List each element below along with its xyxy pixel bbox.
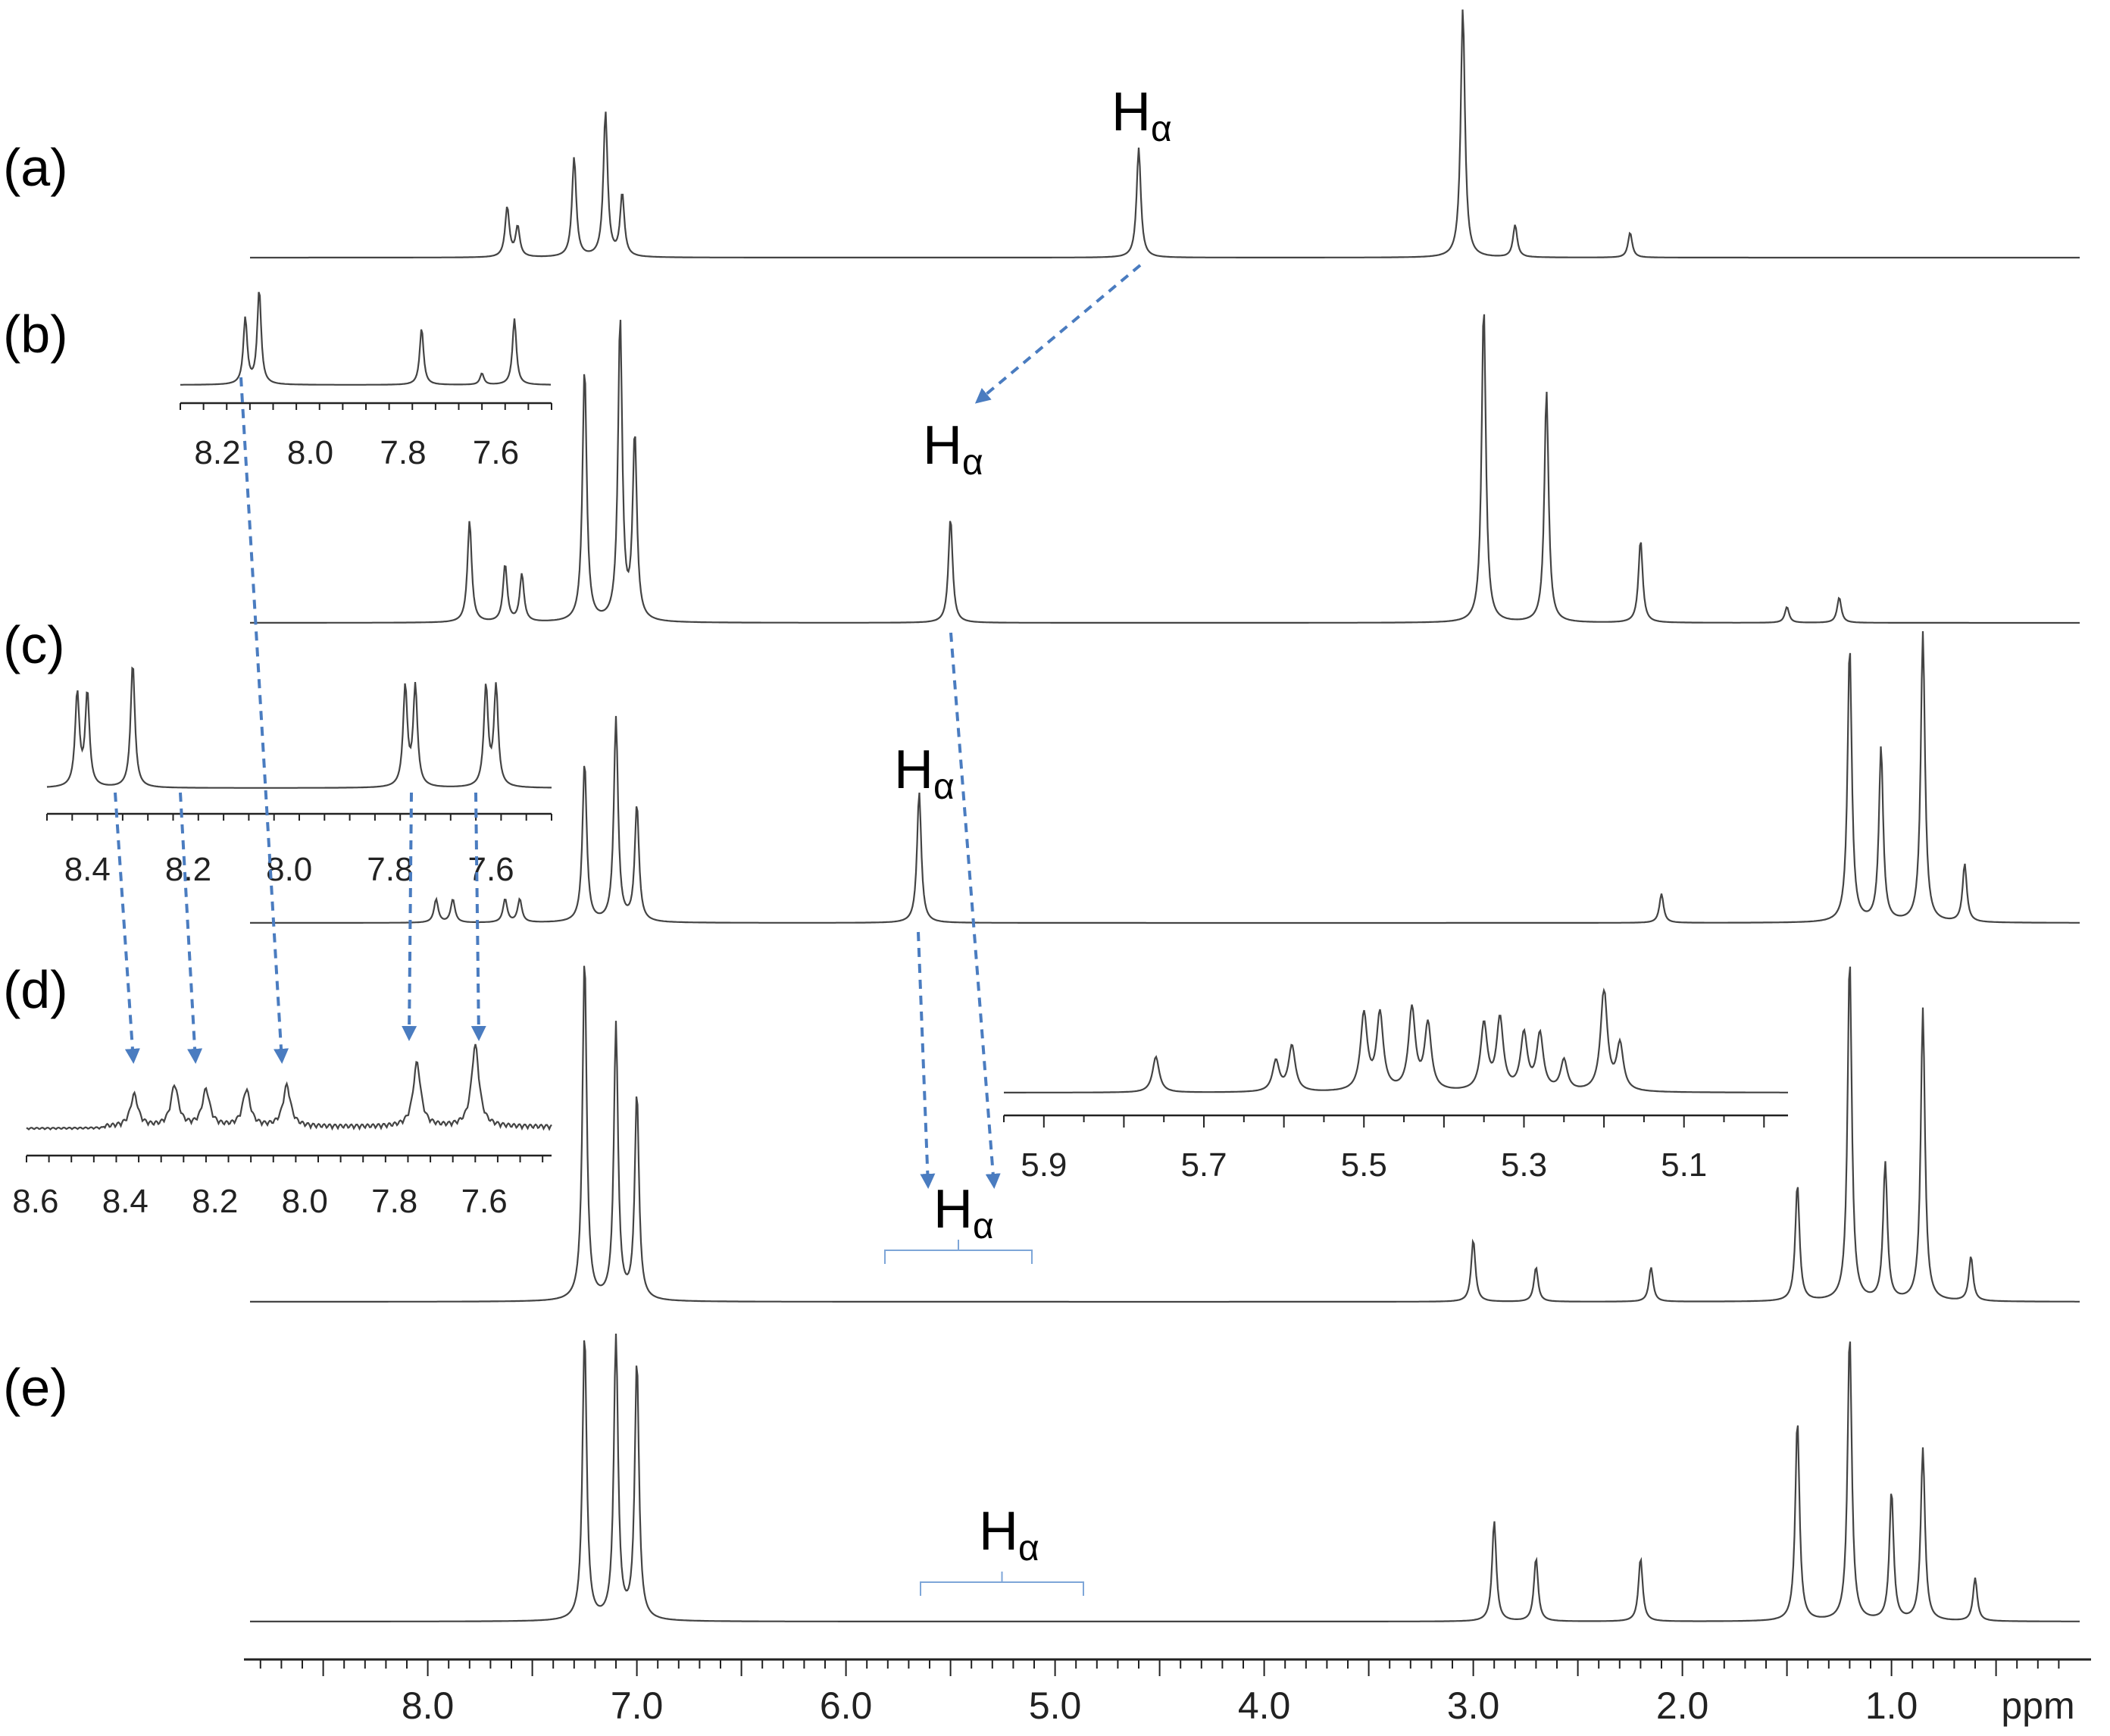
inset-d-aromatic-tick-label: 8.4	[102, 1183, 148, 1220]
x-tick-label: 7.0	[611, 1684, 664, 1727]
spectrum-trace-b	[250, 314, 2080, 624]
inset-b-tick-label: 7.8	[380, 434, 426, 471]
shift-arrow-inset-c-7.60	[470, 792, 486, 1041]
inset-b-tick-label: 8.2	[194, 434, 240, 471]
inset-b-tick-label: 7.6	[473, 434, 519, 471]
inset-d-alpha-tick-label: 5.1	[1661, 1146, 1707, 1184]
h-alpha-label-c: Hα	[894, 740, 955, 807]
x-tick-label: 5.0	[1029, 1684, 1082, 1727]
spectrum-trace-e	[250, 1333, 2080, 1622]
inset-d-aromatic-tick-label: 8.0	[282, 1183, 328, 1220]
spectrum-trace-d	[250, 965, 2080, 1303]
x-tick-label: 3.0	[1447, 1684, 1500, 1727]
h-alpha-label-e: Hα	[979, 1501, 1039, 1569]
x-tick-label: 6.0	[820, 1684, 873, 1727]
inset-c-tick-label: 7.8	[367, 851, 413, 888]
inset-d-aromatic-tick-label: 7.6	[461, 1183, 508, 1220]
shift-arrow-inset-b-8.11	[239, 377, 289, 1064]
spectrum-trace-a	[250, 9, 2080, 259]
trace-label-c: (c)	[3, 615, 65, 674]
inset-d-alpha-trace	[1004, 987, 1788, 1093]
shift-arrow-inset-c-8.41	[114, 792, 140, 1064]
x-tick-label: 8.0	[402, 1684, 455, 1727]
x-tick-label: 2.0	[1656, 1684, 1709, 1727]
inset-d-aromatic-tick-label: 8.6	[12, 1183, 58, 1220]
inset-d-alpha-tick-label: 5.9	[1021, 1146, 1067, 1184]
inset-d-aromatic-tick-label: 7.8	[371, 1183, 417, 1220]
inset-b-trace	[180, 292, 551, 386]
inset-d-aromatic-trace	[26, 1043, 552, 1131]
trace-label-e: (e)	[3, 1358, 68, 1417]
inset-b-tick-label: 8.0	[287, 434, 333, 471]
h-alpha-label-a: Hα	[1111, 82, 1172, 149]
inset-c-tick-label: 8.2	[165, 851, 211, 888]
h-alpha-bracket-d	[884, 1240, 1033, 1264]
inset-c-tick-label: 8.4	[64, 851, 111, 888]
trace-label-b: (b)	[3, 305, 68, 364]
trace-label-d: (d)	[3, 960, 68, 1019]
inset-c-tick-label: 7.6	[467, 851, 514, 888]
inset-d-alpha-tick-label: 5.5	[1341, 1146, 1387, 1184]
h-alpha-label-d: Hα	[933, 1179, 994, 1246]
shift-arrow-inset-c-7.76	[402, 792, 417, 1041]
trace-label-a: (a)	[3, 138, 68, 197]
h-alpha-label-b: Hα	[923, 415, 983, 483]
shift-arrow-b-to-d	[949, 632, 1001, 1189]
shift-arrow-a-to-b	[974, 264, 1142, 404]
inset-d-aromatic-tick-label: 8.2	[192, 1183, 238, 1220]
shift-arrow-inset-c-8.31	[179, 792, 203, 1064]
inset-c-tick-label: 8.0	[266, 851, 312, 888]
h-alpha-bracket-e	[920, 1572, 1084, 1596]
shift-arrow-c-to-d	[917, 931, 936, 1189]
x-axis-title: ppm	[2001, 1684, 2074, 1727]
inset-d-alpha-tick-label: 5.7	[1180, 1146, 1227, 1184]
inset-d-alpha-tick-label: 5.3	[1501, 1146, 1547, 1184]
x-tick-label: 1.0	[1865, 1684, 1918, 1727]
x-tick-label: 4.0	[1238, 1684, 1291, 1727]
inset-c-trace	[46, 666, 552, 789]
spectrum-trace-c	[250, 630, 2080, 924]
